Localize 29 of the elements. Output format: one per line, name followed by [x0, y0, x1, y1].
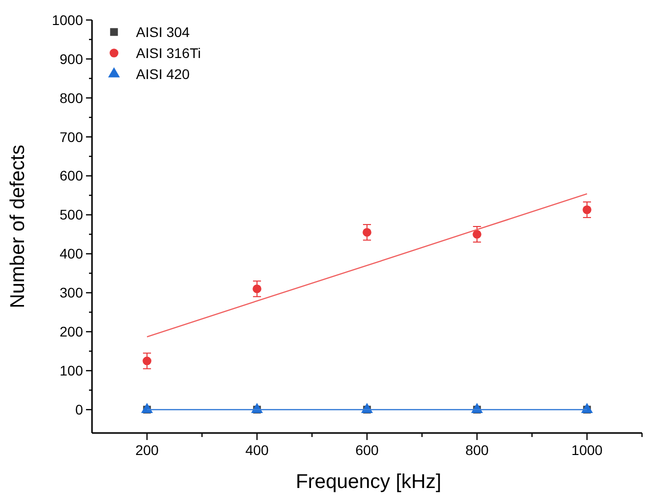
- point: [582, 205, 592, 214]
- point: [472, 230, 482, 239]
- point: [142, 356, 152, 366]
- x-axis-title: Frequency [kHz]: [296, 471, 442, 493]
- legend-label: AISI 420: [136, 66, 190, 82]
- x-tick-label: 400: [245, 442, 269, 458]
- legend-label: AISI 316Ti: [136, 44, 201, 61]
- y-tick-label: 500: [60, 206, 84, 223]
- legend-label: AISI 304: [136, 24, 190, 40]
- y-tick-label: 100: [60, 362, 84, 379]
- x-tick-label: 1000: [571, 442, 603, 458]
- y-tick-label: 700: [60, 128, 84, 145]
- y-tick-label: 1000: [52, 12, 84, 28]
- y-tick-label: 800: [60, 90, 84, 106]
- line-series: [146, 193, 588, 338]
- x-tick-label: 600: [355, 442, 379, 458]
- y-axis-title: Number of defects: [7, 144, 29, 308]
- y-tick-label: 0: [75, 402, 84, 418]
- y-tick-label: 900: [60, 50, 84, 67]
- y-tick-label: 200: [60, 324, 84, 340]
- y-tick-label: 600: [60, 168, 84, 184]
- y-tick-label: 400: [60, 246, 84, 262]
- point: [362, 228, 372, 237]
- x-tick-label: 200: [135, 442, 159, 458]
- point: [252, 284, 262, 294]
- point: [581, 402, 593, 414]
- x-tick-label: 800: [465, 442, 489, 458]
- y-tick-label: 300: [60, 284, 84, 301]
- point: [141, 402, 153, 414]
